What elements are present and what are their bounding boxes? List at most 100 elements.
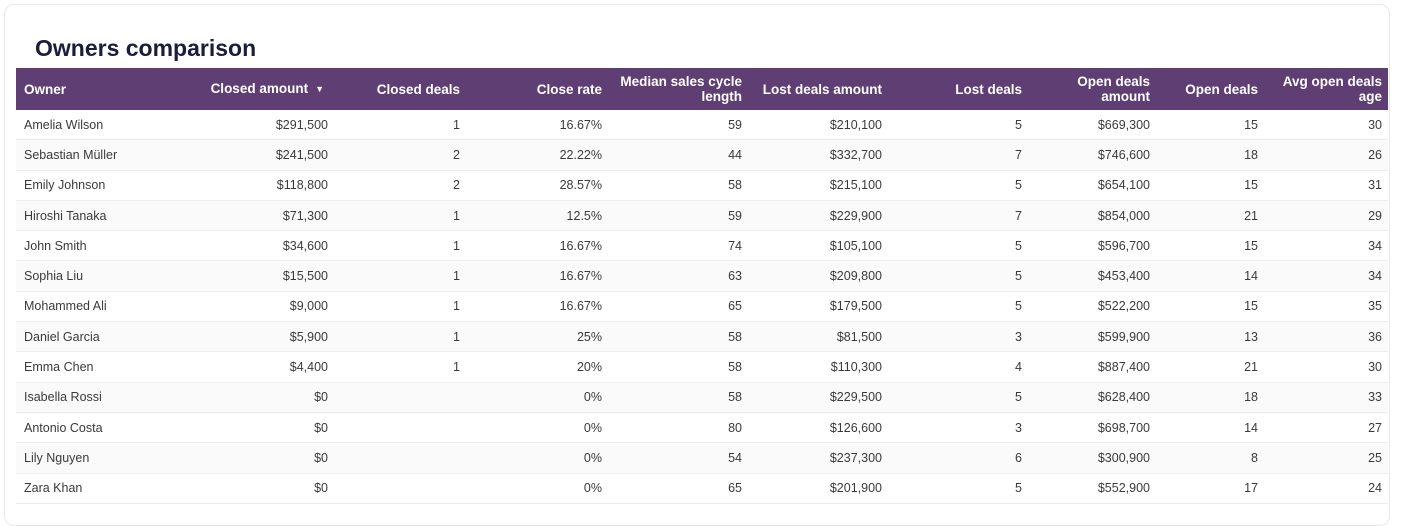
column-header-lost-deals[interactable]: Lost deals <box>955 81 1022 97</box>
table-header-row: Owner Closed amount ▼ Closed deals Close … <box>16 68 1388 110</box>
cell-close-rate: 28.57% <box>559 178 602 193</box>
cell-closed-amount: $5,900 <box>289 329 328 344</box>
cell-median-sales-cycle-length: 58 <box>728 329 742 344</box>
column-header-open-deals-amount[interactable]: Open deals amount <box>1077 74 1150 104</box>
cell-lost-deals-amount: $201,900 <box>829 481 882 496</box>
cell-avg-open-deals-age: 33 <box>1368 390 1382 405</box>
cell-owner: Mohammed Ali <box>24 299 107 314</box>
cell-open-deals-amount: $300,900 <box>1097 450 1150 465</box>
cell-closed-amount: $34,600 <box>282 238 328 253</box>
cell-open-deals: 15 <box>1244 238 1258 253</box>
cell-lost-deals-amount: $81,500 <box>836 329 882 344</box>
table-row[interactable]: Emily Johnson $118,800 2 28.57% 58 $215,100 5 $… <box>16 171 1388 201</box>
cell-lost-deals-amount: $237,300 <box>829 450 882 465</box>
cell-lost-deals: 5 <box>1015 117 1022 132</box>
cell-owner: Emma Chen <box>24 360 94 375</box>
cell-closed-deals: 1 <box>453 299 460 314</box>
cell-avg-open-deals-age: 31 <box>1368 178 1382 193</box>
cell-lost-deals-amount: $215,100 <box>829 178 882 193</box>
column-header-close-rate[interactable]: Close rate <box>536 81 602 97</box>
column-header-avg-open-deals-age[interactable]: Avg open deals age <box>1282 74 1382 104</box>
cell-avg-open-deals-age: 30 <box>1368 117 1382 132</box>
cell-avg-open-deals-age: 35 <box>1368 299 1382 314</box>
cell-lost-deals-amount: $210,100 <box>829 117 882 132</box>
cell-open-deals-amount: $599,900 <box>1097 329 1150 344</box>
table-row[interactable]: Sebastian Müller $241,500 2 22.22% 44 $332,70… <box>16 140 1388 171</box>
cell-open-deals: 21 <box>1244 360 1258 375</box>
cell-closed-amount: $0 <box>314 390 328 405</box>
cell-lost-deals-amount: $209,800 <box>829 269 882 284</box>
cell-lost-deals: 3 <box>1015 420 1022 435</box>
cell-closed-deals: 2 <box>453 147 460 162</box>
cell-median-sales-cycle-length: 59 <box>728 117 742 132</box>
cell-open-deals-amount: $669,300 <box>1097 117 1150 132</box>
table-row[interactable]: Mohammed Ali $9,000 1 16.67% 65 $179,500 5 $522… <box>16 292 1388 323</box>
column-header-median-sales-cycle-length[interactable]: Median sales cycle length <box>620 74 742 104</box>
table-row[interactable]: Sophia Liu $15,500 1 16.67% 63 $209,800 5 $453,… <box>16 261 1388 292</box>
column-header-closed-deals[interactable]: Closed deals <box>376 81 460 97</box>
cell-avg-open-deals-age: 27 <box>1368 420 1382 435</box>
cell-lost-deals-amount: $126,600 <box>829 420 882 435</box>
table-row[interactable]: John Smith $34,600 1 16.67% 74 $105,100 5 $596,… <box>16 231 1388 262</box>
cell-open-deals-amount: $628,400 <box>1097 390 1150 405</box>
table-title: Owners comparison <box>35 35 257 61</box>
cell-owner: Daniel Garcia <box>24 329 100 344</box>
cell-open-deals: 14 <box>1244 420 1258 435</box>
cell-lost-deals: 5 <box>1015 238 1022 253</box>
cell-median-sales-cycle-length: 65 <box>728 481 742 496</box>
cell-open-deals: 21 <box>1244 208 1258 223</box>
cell-open-deals: 13 <box>1244 329 1258 344</box>
cell-open-deals: 8 <box>1251 450 1258 465</box>
cell-owner: Antonio Costa <box>24 420 103 435</box>
cell-open-deals: 18 <box>1244 390 1258 405</box>
cell-lost-deals: 5 <box>1015 269 1022 284</box>
cell-closed-amount: $15,500 <box>282 269 328 284</box>
cell-owner: Lily Nguyen <box>24 450 90 465</box>
cell-avg-open-deals-age: 34 <box>1368 238 1382 253</box>
cell-close-rate: 0% <box>583 390 602 405</box>
cell-owner: John Smith <box>24 238 87 253</box>
table-row[interactable]: Amelia Wilson $291,500 1 16.67% 59 $210,100 5 $… <box>16 110 1388 141</box>
table-row[interactable]: Emma Chen $4,400 1 20% 58 $110,300 4 $887,400 21… <box>16 352 1388 383</box>
column-header-owner[interactable]: Owner <box>24 81 67 97</box>
table-body: Amelia Wilson $291,500 1 16.67% 59 $210,100 5 $… <box>16 110 1388 504</box>
cell-open-deals-amount: $746,600 <box>1097 147 1150 162</box>
cell-open-deals: 15 <box>1244 299 1258 314</box>
cell-owner: Hiroshi Tanaka <box>24 208 107 223</box>
table-row[interactable]: Antonio Costa $0 0% 80 $126,600 3 $698,700 14 27 <box>16 413 1388 444</box>
column-header-open-deals[interactable]: Open deals <box>1185 81 1258 97</box>
cell-lost-deals-amount: $229,500 <box>829 390 882 405</box>
cell-closed-deals: 1 <box>453 360 460 375</box>
cell-closed-amount: $241,500 <box>275 147 328 162</box>
table-row[interactable]: Hiroshi Tanaka $71,300 1 12.5% 59 $229,900 7 $8… <box>16 200 1388 232</box>
cell-closed-amount: $71,300 <box>282 208 328 223</box>
cell-close-rate: 16.67% <box>559 117 602 132</box>
table-row[interactable]: Lily Nguyen $0 0% 54 $237,300 6 $300,900 8 25 <box>16 443 1388 474</box>
cell-closed-amount: $4,400 <box>289 360 328 375</box>
cell-owner: Zara Khan <box>24 481 83 496</box>
cell-open-deals-amount: $654,100 <box>1097 178 1150 193</box>
cell-lost-deals: 5 <box>1015 178 1022 193</box>
cell-owner: Amelia Wilson <box>24 117 104 132</box>
cell-close-rate: 25% <box>576 329 602 344</box>
cell-median-sales-cycle-length: 58 <box>728 390 742 405</box>
cell-lost-deals-amount: $332,700 <box>829 147 882 162</box>
cell-closed-amount: $0 <box>314 420 328 435</box>
cell-lost-deals: 4 <box>1015 360 1022 375</box>
cell-close-rate: 16.67% <box>559 238 602 253</box>
cell-closed-amount: $0 <box>314 450 328 465</box>
table-row[interactable]: Zara Khan $0 0% 65 $201,900 5 $552,900 17 24 <box>16 474 1388 504</box>
cell-lost-deals-amount: $229,900 <box>829 208 882 223</box>
cell-median-sales-cycle-length: 80 <box>728 420 742 435</box>
cell-closed-amount: $291,500 <box>275 117 328 132</box>
column-header-closed-amount[interactable]: Closed amount ▼ <box>210 81 324 97</box>
cell-lost-deals-amount: $105,100 <box>829 238 882 253</box>
table-row[interactable]: Daniel Garcia $5,900 1 25% 58 $81,500 3 $599,90… <box>16 322 1388 353</box>
cell-close-rate: 0% <box>583 450 602 465</box>
cell-closed-deals: 1 <box>453 238 460 253</box>
column-header-lost-deals-amount[interactable]: Lost deals amount <box>762 81 882 97</box>
table-row[interactable]: Isabella Rossi $0 0% 58 $229,500 5 $628,400 18 3… <box>16 382 1388 413</box>
cell-close-rate: 20% <box>576 360 602 375</box>
cell-open-deals-amount: $453,400 <box>1097 269 1150 284</box>
caret-down-icon: ▼ <box>315 83 324 94</box>
